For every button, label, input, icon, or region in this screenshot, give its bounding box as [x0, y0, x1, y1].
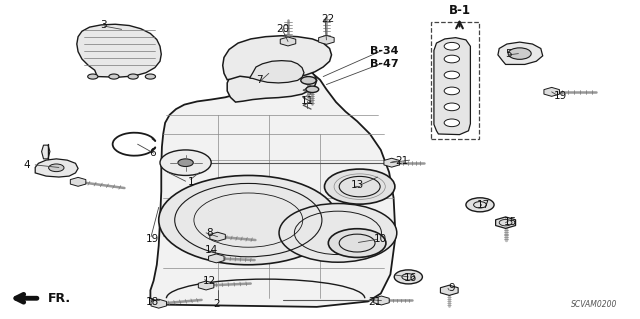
Polygon shape [227, 64, 317, 102]
Text: 21: 21 [396, 156, 408, 166]
Text: 1: 1 [188, 177, 194, 187]
Polygon shape [374, 296, 389, 305]
Polygon shape [544, 87, 559, 96]
Text: 8: 8 [207, 228, 213, 238]
Polygon shape [495, 217, 516, 228]
Text: 2: 2 [213, 299, 220, 309]
Circle shape [160, 150, 211, 175]
Circle shape [279, 204, 397, 262]
Text: 11: 11 [301, 96, 314, 107]
Polygon shape [384, 158, 399, 167]
Circle shape [466, 198, 494, 212]
Text: 3: 3 [100, 20, 107, 30]
Polygon shape [198, 281, 214, 290]
Circle shape [128, 74, 138, 79]
Text: 19: 19 [554, 91, 566, 101]
Polygon shape [210, 232, 225, 241]
Polygon shape [70, 177, 86, 186]
Circle shape [508, 48, 531, 59]
Text: 6: 6 [149, 148, 156, 158]
Text: B-47: B-47 [370, 59, 398, 69]
Polygon shape [434, 38, 470, 135]
Circle shape [301, 77, 316, 84]
Text: B-1: B-1 [449, 4, 470, 17]
Circle shape [444, 71, 460, 79]
Text: 4: 4 [24, 160, 30, 170]
Circle shape [109, 74, 119, 79]
Text: 14: 14 [205, 245, 218, 256]
Polygon shape [223, 36, 332, 80]
Circle shape [306, 86, 319, 93]
Circle shape [324, 169, 395, 204]
Polygon shape [209, 254, 224, 263]
Text: 22: 22 [321, 13, 334, 24]
Text: FR.: FR. [48, 292, 71, 305]
Circle shape [159, 175, 338, 265]
Circle shape [145, 74, 156, 79]
Text: 19: 19 [146, 234, 159, 244]
Polygon shape [77, 24, 161, 77]
Circle shape [328, 229, 386, 257]
Polygon shape [42, 145, 50, 159]
Polygon shape [440, 285, 458, 295]
Polygon shape [498, 42, 543, 64]
Polygon shape [250, 61, 304, 83]
Text: 17: 17 [477, 200, 490, 210]
Circle shape [444, 119, 460, 127]
Text: 13: 13 [351, 180, 364, 190]
Text: SCVAM0200: SCVAM0200 [572, 300, 618, 309]
Polygon shape [35, 159, 78, 177]
Text: 21: 21 [368, 297, 381, 308]
Polygon shape [319, 35, 334, 44]
Circle shape [444, 42, 460, 50]
Text: 10: 10 [374, 234, 387, 244]
Text: 15: 15 [504, 217, 517, 227]
Circle shape [88, 74, 98, 79]
Text: 7: 7 [256, 75, 262, 85]
Circle shape [394, 270, 422, 284]
Text: 16: 16 [404, 273, 417, 283]
Circle shape [444, 87, 460, 95]
Text: 9: 9 [449, 283, 455, 293]
Circle shape [178, 159, 193, 167]
Polygon shape [280, 37, 296, 46]
Circle shape [444, 55, 460, 63]
Text: 5: 5 [506, 48, 512, 59]
Circle shape [49, 164, 64, 172]
Text: B-34: B-34 [370, 46, 398, 56]
Polygon shape [150, 67, 396, 307]
Text: 20: 20 [276, 24, 289, 34]
Bar [431, 22, 479, 139]
Polygon shape [151, 299, 166, 308]
Text: 12: 12 [204, 276, 216, 286]
Circle shape [444, 103, 460, 111]
Text: 18: 18 [146, 297, 159, 308]
